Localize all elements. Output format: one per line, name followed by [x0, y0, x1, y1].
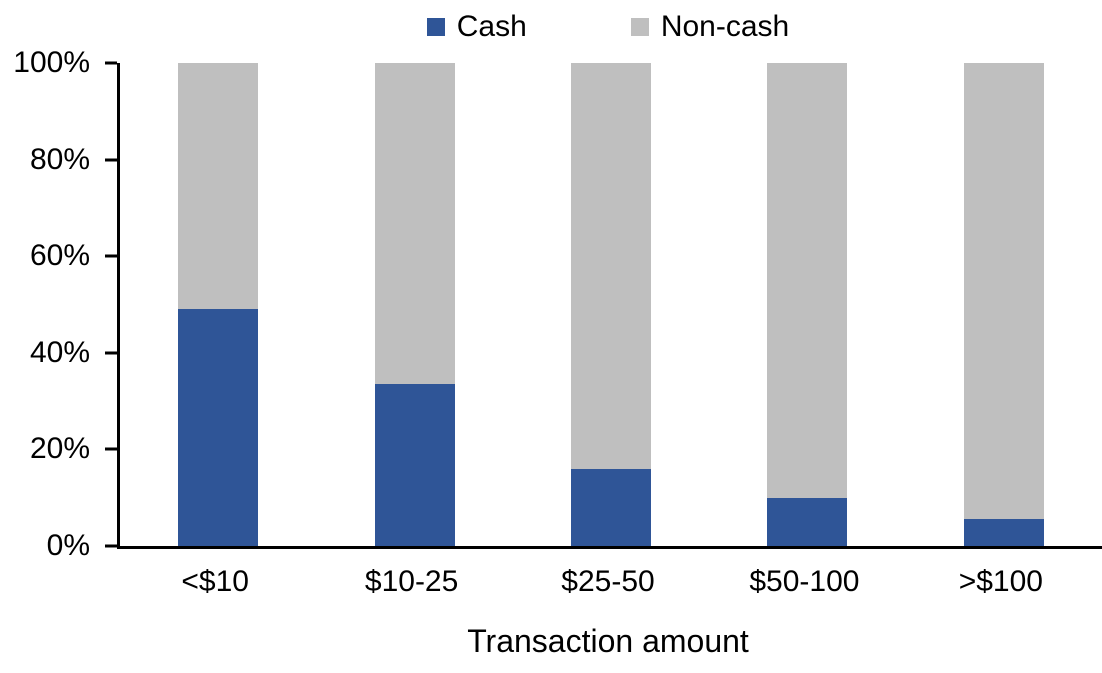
x-axis-labels: <$10 $10-25 $25-50 $50-100 >$100 [117, 562, 1099, 602]
bar-slot-25-50 [513, 63, 709, 546]
y-axis-tick [105, 351, 117, 355]
y-axis-tick [105, 61, 117, 65]
bar-segment-non-cash [571, 63, 652, 469]
bar-slot-10-25 [316, 63, 512, 546]
x-axis-label-100: >$100 [958, 565, 1043, 598]
y-axis-tick-label: 40% [29, 335, 90, 369]
y-axis-tick-label: 20% [29, 432, 90, 466]
y-axis-tick-label: 0% [46, 529, 90, 562]
y-axis-tick-label: 80% [29, 142, 90, 176]
y-axis-tick [105, 158, 117, 162]
x-axis-label-50-100: $50-100 [749, 565, 860, 598]
x-axis-label-10-25: $10-25 [364, 565, 459, 598]
bar-25-50 [571, 63, 652, 546]
bar-slot-100 [906, 63, 1102, 546]
legend-swatch-non-cash-icon [630, 18, 649, 36]
legend-swatch-cash-icon [426, 18, 445, 36]
bar-segment-cash [374, 384, 455, 546]
legend-label-non-cash: Non-cash [660, 10, 790, 43]
x-axis-label-10: <$10 [181, 565, 249, 598]
y-axis-tick [105, 254, 117, 258]
legend: Cash Non-cash [117, 6, 1099, 48]
y-axis-tick [105, 447, 117, 451]
bar-segment-non-cash [963, 63, 1044, 520]
y-axis-tick [105, 544, 117, 548]
bar-50-100 [767, 63, 848, 546]
bar-segment-non-cash [767, 63, 848, 498]
bar-10-25 [374, 63, 455, 546]
bar-segment-cash [767, 497, 848, 546]
bar-segment-non-cash [374, 63, 455, 385]
legend-item-non-cash: Non-cash [630, 6, 790, 48]
bars-group [120, 63, 1102, 546]
bar-slot-10 [120, 63, 316, 546]
legend-item-cash: Cash [426, 6, 527, 48]
y-axis-tick-label: 60% [29, 239, 90, 273]
legend-label-cash: Cash [456, 10, 527, 43]
bar-segment-cash [571, 468, 652, 546]
bar-segment-non-cash [178, 63, 259, 310]
bar-100 [963, 63, 1044, 546]
x-axis-label-25-50: $25-50 [561, 565, 655, 598]
bar-segment-cash [963, 519, 1044, 546]
bar-10 [178, 63, 259, 546]
y-axis-tick-label: 100% [13, 46, 90, 79]
x-axis-title: Transaction amount [467, 623, 749, 659]
plot-area: 0% 20% 40% 60% 80% 100% [13, 46, 1102, 562]
bar-segment-cash [178, 309, 259, 546]
bar-slot-50-100 [709, 63, 905, 546]
